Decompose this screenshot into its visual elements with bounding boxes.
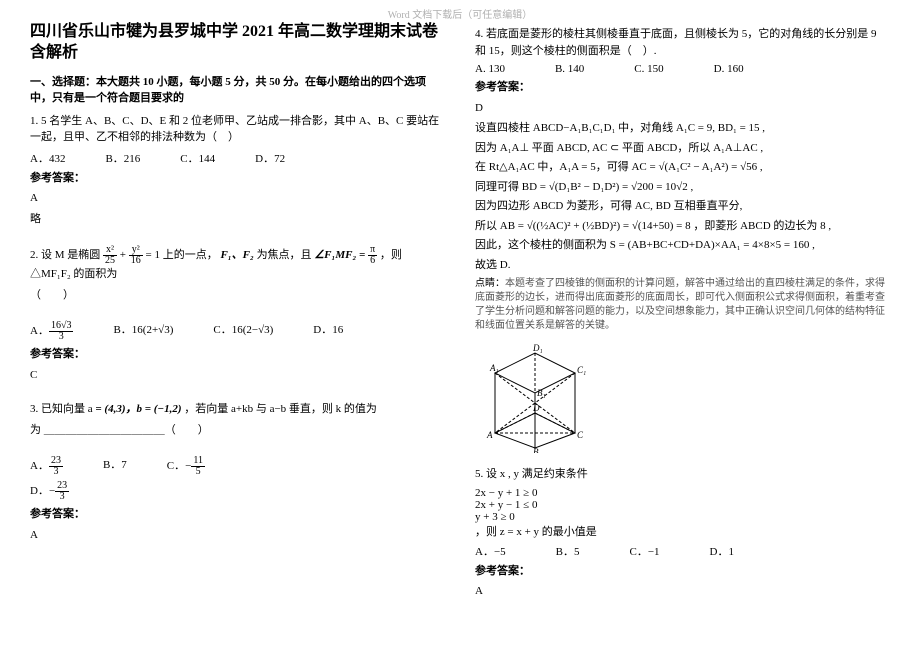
q4-opt-a: A. 130 bbox=[475, 63, 505, 75]
q4-line-7: 故选 D. bbox=[475, 257, 890, 274]
q4-opt-b: B. 140 bbox=[555, 63, 584, 75]
svg-text:D₁: D₁ bbox=[532, 343, 543, 353]
svg-text:B₁: B₁ bbox=[537, 388, 546, 398]
q2-pi-d: 6 bbox=[368, 256, 377, 266]
q4-comment: 点睛：本题考查了四棱锥的侧面积的计算问题，解答中通过给出的直四棱柱满足的条件，求… bbox=[475, 277, 890, 333]
page-container: 四川省乐山市犍为县罗城中学 2021 年高二数学理期末试卷含解析 一、选择题：本… bbox=[0, 0, 920, 614]
q1-options: A．432 B．216 C．144 D．72 bbox=[30, 150, 445, 166]
q2-opt-c: C．16(2−√3) bbox=[213, 321, 273, 342]
q5-opt-b: B．5 bbox=[556, 543, 580, 559]
q5-prefix: 5. 设 x , y 满足约束条件 bbox=[475, 468, 588, 480]
q2-frac-d1: 25 bbox=[103, 256, 117, 266]
q5-answer: A bbox=[475, 583, 890, 600]
q3-opt-d: D．−233 bbox=[30, 481, 69, 502]
q2-answer: C bbox=[30, 367, 445, 384]
q4-line-3: 同理可得 BD = √(D₁B² − D₁D²) = √200 = 10√2 , bbox=[475, 179, 890, 196]
svg-text:A₁: A₁ bbox=[489, 363, 499, 373]
q1-note: 略 bbox=[30, 211, 445, 228]
q4-line-1: 因为 A₁A⊥ 平面 ABCD, AC ⊂ 平面 ABCD，所以 A₁A⊥AC … bbox=[475, 140, 890, 157]
q2-text: 2. 设 M 是椭圆 x²25 + y²16 = 1 上的一点， F₁、F₂ 为… bbox=[30, 245, 445, 283]
q5-answer-label: 参考答案： bbox=[475, 563, 890, 580]
q5-opt-d: D．1 bbox=[710, 543, 734, 559]
prism-figure: A₁ D₁ C₁ B₁ A D C B bbox=[475, 343, 595, 453]
q4-answer: D bbox=[475, 100, 890, 117]
q4-line-6: 因此，这个棱柱的侧面积为 S = (AB+BC+CD+DA)×AA₁ = 4×8… bbox=[475, 237, 890, 254]
q5-mid: ，则 z = x + y 的最小值是 bbox=[475, 526, 597, 538]
q1-opt-a: A．432 bbox=[30, 150, 65, 166]
q2-opt-d: D．16 bbox=[313, 321, 343, 342]
q4-line-0: 设直四棱柱 ABCD−A₁B₁C₁D₁ 中，对角线 A₁C = 9, BD₁ =… bbox=[475, 120, 890, 137]
q4-opt-d: D. 160 bbox=[714, 63, 744, 75]
q5-sys-1: 2x + y − 1 ≤ 0 bbox=[475, 499, 890, 511]
q2-options: A．16√33 B．16(2+√3) C．16(2−√3) D．16 bbox=[30, 321, 445, 342]
q2-frac-d2: 16 bbox=[129, 256, 143, 266]
q3-opt-c: C．−115 bbox=[167, 456, 205, 477]
q3-text: 3. 已知向量 a = (4,3)，b = (−1,2) ，若向量 a+kb 与… bbox=[30, 401, 445, 418]
q3-answer: A bbox=[30, 527, 445, 544]
svg-text:B: B bbox=[533, 447, 539, 453]
q2-answer-label: 参考答案： bbox=[30, 346, 445, 363]
q5-opt-a: A．−5 bbox=[475, 543, 506, 559]
q4-answer-label: 参考答案： bbox=[475, 79, 890, 96]
svg-text:A: A bbox=[486, 430, 493, 440]
q2-angle: ∠F₁MF₂ = bbox=[314, 249, 368, 261]
q2-prefix: 2. 设 M 是椭圆 bbox=[30, 249, 100, 261]
q4-line-4: 因为四边形 ABCD 为菱形，可得 AC, BD 互相垂直平分, bbox=[475, 198, 890, 215]
q5-text: 5. 设 x , y 满足约束条件 bbox=[475, 466, 890, 483]
q5-options: A．−5 B．5 C．−1 D．1 bbox=[475, 543, 890, 559]
q4-line-5: 所以 AB = √((½AC)² + (½BD)²) = √(14+50) = … bbox=[475, 218, 890, 235]
left-column: 四川省乐山市犍为县罗城中学 2021 年高二数学理期末试卷含解析 一、选择题：本… bbox=[30, 22, 445, 604]
right-column: 4. 若底面是菱形的棱柱其侧棱垂直于底面，且侧棱长为 5，它的对角线的长分别是 … bbox=[475, 22, 890, 604]
svg-text:C: C bbox=[577, 430, 584, 440]
q3-opt-a: A．233 bbox=[30, 456, 63, 477]
q1-opt-c: C．144 bbox=[180, 150, 215, 166]
q2-opt-b: B．16(2+√3) bbox=[113, 321, 173, 342]
q4-opt-c: C. 150 bbox=[634, 63, 663, 75]
q3-a: = (4,3)，b bbox=[95, 403, 142, 415]
q2-mid1: 上的一点， bbox=[163, 249, 218, 261]
q2-eq: = 1 bbox=[146, 249, 160, 261]
section-heading: 一、选择题：本大题共 10 小题，每小题 5 分，共 50 分。在每小题给出的四… bbox=[30, 74, 445, 107]
q5-opt-c: C．−1 bbox=[630, 543, 660, 559]
q5-sys-2: y + 3 ≥ 0 bbox=[475, 511, 890, 523]
exam-title: 四川省乐山市犍为县罗城中学 2021 年高二数学理期末试卷含解析 bbox=[30, 22, 445, 64]
q1-answer-label: 参考答案： bbox=[30, 170, 445, 187]
q3-prefix: 3. 已知向量 a bbox=[30, 403, 93, 415]
q3-opt-b: B．7 bbox=[103, 456, 127, 477]
q3-options-row1: A．233 B．7 C．−115 bbox=[30, 456, 445, 477]
q3-blank-line: 为 ＿＿＿＿＿＿＿＿＿＿＿（ ） bbox=[30, 422, 445, 439]
q4-line-2: 在 Rt△A₁AC 中，A₁A = 5，可得 AC = √(A₁C² − A₁A… bbox=[475, 159, 890, 176]
q1-text: 1. 5 名学生 A、B、C、D、E 和 2 位老师甲、乙站成一排合影，其中 A… bbox=[30, 113, 445, 146]
q1-opt-b: B．216 bbox=[105, 150, 140, 166]
q5-sys-0: 2x − y + 1 ≥ 0 bbox=[475, 487, 890, 499]
q2-mid2: 为焦点，且 bbox=[257, 249, 312, 261]
svg-text:D: D bbox=[532, 403, 540, 413]
q1-answer: A bbox=[30, 190, 445, 207]
q4-options: A. 130 B. 140 C. 150 D. 160 bbox=[475, 63, 890, 75]
q3-answer-label: 参考答案： bbox=[30, 506, 445, 523]
svg-text:C₁: C₁ bbox=[577, 365, 586, 375]
q4-comment-body: 本题考查了四棱锥的侧面积的计算问题，解答中通过给出的直四棱柱满足的条件，求得底面… bbox=[475, 278, 885, 331]
q1-opt-d: D．72 bbox=[255, 150, 285, 166]
q2-foci: F₁、F₂ bbox=[220, 249, 253, 261]
q3-options-row2: D．−233 bbox=[30, 481, 445, 502]
q4-text: 4. 若底面是菱形的棱柱其侧棱垂直于底面，且侧棱长为 5，它的对角线的长分别是 … bbox=[475, 26, 890, 59]
q3-b: = (−1,2) bbox=[145, 403, 182, 415]
q4-comment-label: 点睛： bbox=[475, 278, 505, 289]
q3-mid: ，若向量 a+kb 与 a−b 垂直，则 k 的值为 bbox=[184, 403, 377, 415]
q2-opt-a: A．16√33 bbox=[30, 321, 73, 342]
watermark-text: Word 文档下载后（可任意编辑） bbox=[388, 6, 532, 21]
q2-blank: （ ） bbox=[30, 287, 445, 304]
